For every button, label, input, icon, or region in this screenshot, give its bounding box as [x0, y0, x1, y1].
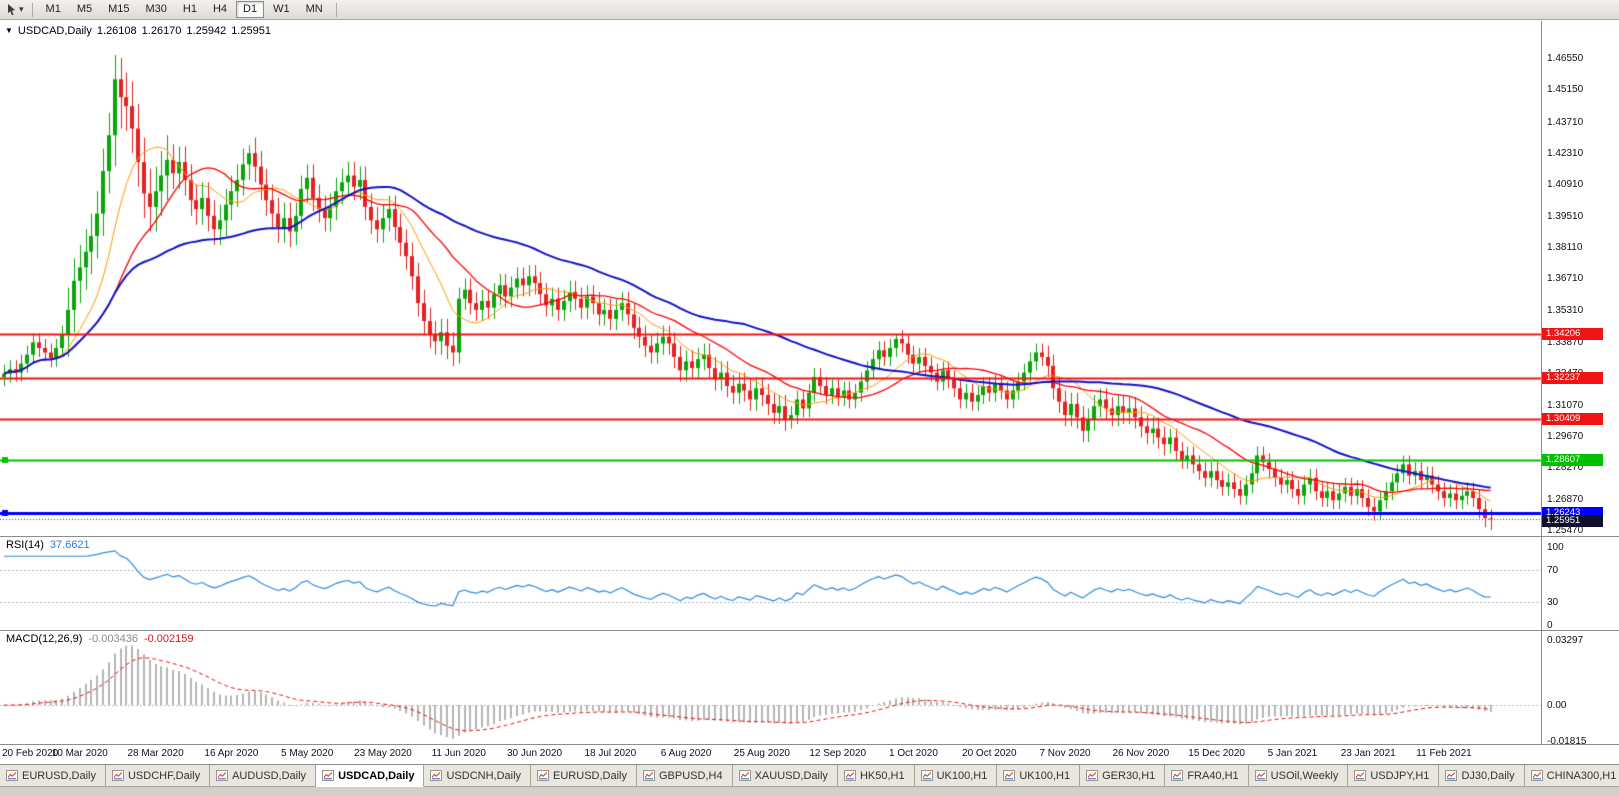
toolbar-separator: [31, 2, 33, 17]
timeframe-w1[interactable]: W1: [273, 3, 290, 15]
tab-eurusd-daily[interactable]: EURUSD,Daily: [0, 765, 106, 787]
mini-chart-icon: [843, 770, 856, 781]
mini-chart-icon: [738, 770, 751, 781]
tab-label: USDCHF,Daily: [127, 769, 201, 782]
tab-eurusd-daily[interactable]: EURUSD,Daily: [531, 765, 637, 787]
timeframe-m1[interactable]: M1: [45, 3, 61, 15]
tab-usoil-weekly[interactable]: USOil,Weekly: [1248, 765, 1349, 787]
tab-label: DJ30,Daily: [1461, 769, 1515, 782]
timeframe-d1[interactable]: D1: [236, 1, 265, 18]
tab-label: XAUUSD,Daily: [754, 769, 828, 782]
mini-chart-icon: [1171, 770, 1184, 781]
timeframe-m15[interactable]: M15: [108, 3, 130, 15]
tab-label: UK100,H1: [936, 769, 988, 782]
timeframe-m30[interactable]: M30: [145, 3, 167, 15]
cursor-pointer-icon[interactable]: [5, 3, 18, 16]
chart-tabs-bar: EURUSD,Daily USDCHF,Daily AUDUSD,Daily USDC…: [0, 764, 1619, 796]
tab-usdjpy-h1[interactable]: USDJPY,H1: [1348, 765, 1440, 787]
tab-hk50-h1[interactable]: HK50,H1: [837, 765, 915, 787]
timeframe-buttons: M1 M5 M15 M30 H1 H4 D1 W1 MN: [38, 1, 331, 18]
tab-dj30-daily[interactable]: DJ30,Daily: [1439, 765, 1525, 787]
tab-label: UK100,H1: [1019, 769, 1071, 782]
mini-chart-icon: [1086, 770, 1099, 781]
mini-chart-icon: [1530, 770, 1543, 781]
tab-label: USOil,Weekly: [1270, 769, 1339, 782]
tab-audusd-daily[interactable]: AUDUSD,Daily: [210, 765, 317, 787]
timeframe-mn[interactable]: MN: [305, 3, 323, 15]
tab-gbpusd-h4[interactable]: GBPUSD,H4: [637, 765, 733, 787]
tab-label: USDJPY,H1: [1370, 769, 1430, 782]
mini-chart-icon: [430, 770, 443, 781]
tab-label: AUDUSD,Daily: [232, 769, 307, 782]
tab-uk100-h1[interactable]: UK100,H1: [997, 765, 1081, 787]
timeframe-h1[interactable]: H1: [182, 3, 197, 15]
tab-label: HK50,H1: [859, 769, 905, 782]
toolbar-separator: [335, 2, 337, 17]
pointer-dropdown-icon[interactable]: ▾: [19, 4, 24, 14]
tab-ger30-h1[interactable]: GER30,H1: [1080, 765, 1166, 787]
mini-chart-icon: [1445, 770, 1458, 781]
tab-label: USDCAD,Daily: [338, 769, 415, 782]
mini-chart-icon: [643, 770, 655, 781]
mini-chart-icon: [920, 770, 933, 781]
mini-chart-icon: [216, 770, 229, 781]
tab-fra40-h1[interactable]: FRA40,H1: [1165, 765, 1249, 787]
tab-label: CHINA300,H1: [1546, 769, 1617, 782]
mini-chart-icon: [1254, 770, 1267, 781]
mini-chart-icon: [111, 770, 124, 781]
toolbar: ▾ M1 M5 M15 M30 H1 H4 D1 W1 MN: [0, 0, 1619, 20]
tab-usdcnh-daily[interactable]: USDCNH,Daily: [424, 765, 532, 787]
tab-xauusd-daily[interactable]: XAUUSD,Daily: [732, 765, 838, 787]
tab-china300-h1[interactable]: CHINA300,H1: [1524, 765, 1619, 787]
tab-uk100-h1[interactable]: UK100,H1: [914, 765, 998, 787]
mini-chart-icon: [322, 770, 335, 781]
tab-usdcad-daily[interactable]: USDCAD,Daily: [316, 765, 425, 787]
tab-label: USDCNH,Daily: [446, 769, 522, 782]
mini-chart-icon: [6, 770, 18, 781]
tab-label: EURUSD,Daily: [553, 769, 627, 782]
timeframe-m5[interactable]: M5: [76, 3, 93, 15]
tab-label: FRA40,H1: [1187, 769, 1239, 782]
mini-chart-icon: [537, 770, 550, 781]
tab-label: GBPUSD,H4: [659, 769, 723, 782]
tab-label: GER30,H1: [1102, 769, 1156, 782]
tab-usdchf-daily[interactable]: USDCHF,Daily: [105, 765, 211, 787]
tab-label: EURUSD,Daily: [22, 769, 96, 782]
mini-chart-icon: [1003, 770, 1016, 781]
timeframe-h4[interactable]: H4: [212, 3, 228, 15]
mini-chart-icon: [1354, 770, 1367, 781]
